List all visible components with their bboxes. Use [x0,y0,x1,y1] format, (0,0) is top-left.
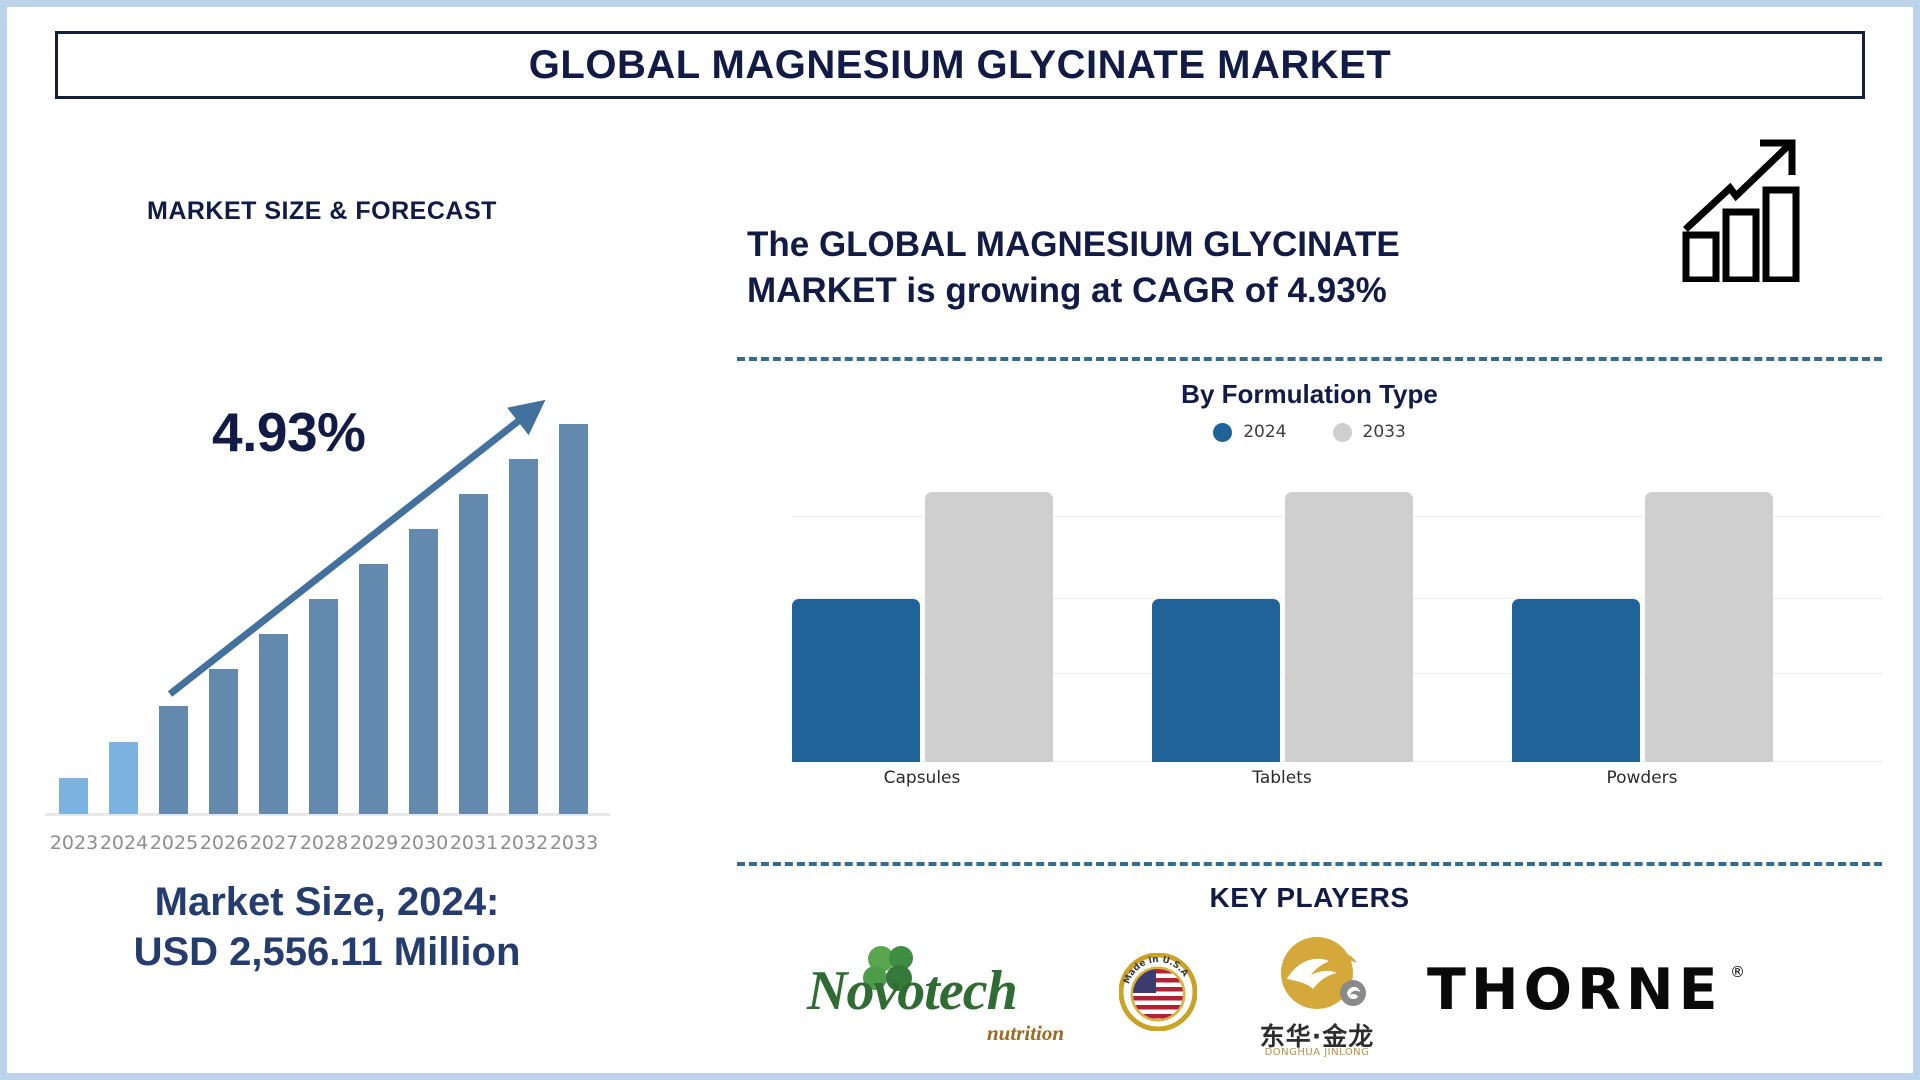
legend-item[interactable]: 2024 [1213,422,1287,442]
formulation-bar [792,599,920,762]
formulation-category-label: Tablets [1252,768,1312,788]
formulation-bar [1152,599,1280,762]
formulation-chart-legend: 2024 2033 [737,422,1882,442]
cagr-statement: The GLOBAL MAGNESIUM GLYCINATE MARKET is… [747,222,1627,313]
formulation-bar [1285,492,1413,762]
formulation-bar-group: Powders [1512,492,1822,788]
market-size-bar [509,459,538,814]
market-size-bar [359,564,388,814]
market-size-plot-area: 2023 2024 2025 2026 2027 2028 2029 2030 2031 2032… [35,372,615,862]
market-size-bar [59,778,88,814]
formulation-category-label: Powders [1606,768,1678,788]
legend-swatch-icon [1332,422,1352,442]
page-title: GLOBAL MAGNESIUM GLYCINATE MARKET [528,42,1392,87]
market-size-axis-line [45,813,610,816]
logo-donghua-jinlong: 东华·金龙 DONGHUA JINLONG [1237,935,1397,1063]
market-size-year-label: 2031 [449,832,499,854]
thorne-registered-mark: ® [1730,963,1745,981]
market-size-bar [159,706,188,814]
market-size-value: Market Size, 2024: USD 2,556.11 Million [27,877,627,977]
market-overview-panel: The GLOBAL MAGNESIUM GLYCINATE MARKET is… [737,117,1887,1067]
formulation-bar-group: Tablets [1152,492,1462,788]
market-size-forecast-panel: MARKET SIZE & FORECAST 4.93% 2023 2 [27,117,727,1057]
market-size-year-label: 2023 [49,832,99,854]
clover-leaf-icon [863,946,913,991]
formulation-bar-group: Capsules [792,492,1102,788]
thorne-wordmark: THORNE [1427,957,1723,1023]
golden-dragon-icon [1281,937,1366,1009]
donghua-english-name: DONGHUA JINLONG [1264,1047,1370,1058]
legend-item[interactable]: 2033 [1332,422,1406,442]
market-size-value-line2: USD 2,556.11 Million [133,930,521,974]
formulation-bar-chart: Capsules Tablets Powders [737,462,1882,788]
formulation-bar [1512,599,1640,762]
market-size-year-label: 2030 [399,832,449,854]
key-players-title: KEY PLAYERS [1209,882,1410,913]
logo-novotech: Novotech nutrition [807,945,1107,1055]
market-size-bar [559,424,588,814]
cagr-statement-line2: MARKET is growing at CAGR of 4.93% [747,270,1387,310]
market-size-bar [209,669,238,814]
novotech-wordmark: Novotech [807,960,1018,1022]
market-size-bar [459,494,488,814]
market-size-bar [309,599,338,814]
market-size-year-label: 2025 [149,832,199,854]
market-size-year-label: 2029 [349,832,399,854]
market-size-year-label: 2024 [99,832,149,854]
legend-label: 2024 [1243,422,1287,442]
donghua-chinese-name: 东华·金龙 [1259,1022,1375,1051]
made-in-usa-badge-icon: Made in U.S.A [1119,953,1197,1031]
legend-label: 2033 [1362,422,1406,442]
key-players-logos: Novotech nutrition [737,927,1882,1067]
market-size-bar [409,529,438,814]
market-size-bar-chart: 2023 2024 2025 2026 2027 2028 2029 2030 2031 2032… [35,372,735,872]
divider-top [737,357,1882,361]
logo-thorne: THORNE ® [1427,957,1767,1029]
market-size-year-label: 2033 [549,832,599,854]
novotech-tagline: nutrition [987,1021,1065,1045]
market-size-year-label: 2027 [249,832,299,854]
page-title-box: GLOBAL MAGNESIUM GLYCINATE MARKET [55,31,1865,99]
formulation-bar [1645,492,1773,762]
market-size-bar [109,742,138,814]
market-size-bar [259,634,288,814]
formulation-section-title: By Formulation Type [1181,379,1438,409]
market-size-year-label: 2028 [299,832,349,854]
growth-bar-arrow-icon [1682,139,1800,282]
market-size-heading: MARKET SIZE & FORECAST [147,197,497,225]
market-size-year-label: 2026 [199,832,249,854]
formulation-bar [925,492,1053,762]
formulation-category-label: Capsules [883,768,961,788]
divider-bottom [737,862,1882,866]
cagr-statement-line1: The GLOBAL MAGNESIUM GLYCINATE [747,225,1400,264]
market-size-year-label: 2032 [499,832,549,854]
market-size-value-line1: Market Size, 2024: [154,880,500,924]
legend-swatch-icon [1213,422,1233,442]
